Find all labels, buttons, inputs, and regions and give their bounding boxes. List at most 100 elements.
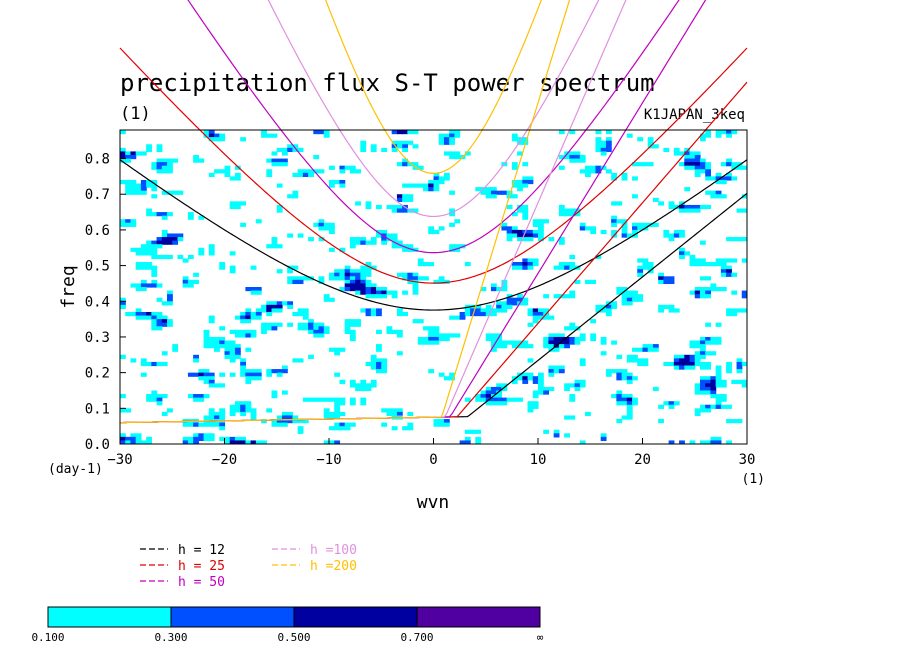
power-cell: [558, 240, 565, 245]
power-cell: [741, 237, 747, 242]
power-cell: [590, 226, 597, 231]
power-cell: [705, 379, 712, 384]
power-cell: [302, 276, 309, 281]
power-cell: [449, 315, 455, 320]
power-cell: [511, 137, 518, 142]
power-cell: [208, 137, 215, 142]
power-cell: [161, 237, 168, 242]
power-cell: [485, 386, 492, 392]
power-cell: [167, 190, 173, 195]
power-cell: [151, 251, 158, 256]
power-cell: [302, 308, 309, 313]
power-cell: [710, 376, 717, 381]
power-cell: [548, 369, 555, 374]
power-cell: [329, 426, 335, 431]
power-cell: [140, 372, 147, 377]
power-cell: [266, 158, 273, 163]
power-cell: [323, 130, 330, 135]
power-cell: [344, 322, 351, 327]
power-cell: [652, 197, 659, 202]
power-cell: [135, 287, 142, 292]
power-cell: [496, 386, 503, 392]
power-cell: [229, 411, 236, 417]
power-cell: [130, 179, 137, 185]
power-cell: [658, 201, 664, 206]
power-cell: [355, 276, 361, 281]
power-cell: [517, 376, 523, 381]
power-cell: [720, 379, 727, 384]
power-cell: [490, 333, 497, 338]
power-cell: [532, 401, 539, 406]
power-cell: [187, 422, 194, 427]
power-cell: [140, 251, 147, 256]
power-cell: [276, 322, 283, 327]
power-cell: [151, 194, 158, 199]
power-cell: [679, 254, 685, 260]
power-cell: [726, 265, 732, 270]
power-cell: [626, 354, 633, 359]
power-cell: [710, 287, 717, 292]
power-cell: [538, 386, 544, 392]
power-cell: [438, 133, 445, 138]
power-cell: [558, 237, 565, 242]
power-cell: [736, 162, 743, 167]
power-cell: [632, 194, 638, 199]
power-cell: [198, 158, 205, 163]
power-cell: [349, 401, 356, 406]
power-cell: [517, 179, 523, 185]
power-cell: [684, 365, 691, 370]
power-cell: [501, 222, 508, 227]
power-cell: [140, 190, 147, 195]
power-cell: [710, 283, 717, 288]
power-cell: [611, 304, 617, 310]
power-cell: [511, 229, 518, 235]
power-cell: [297, 147, 304, 153]
power-cell: [684, 187, 691, 192]
power-cell: [271, 133, 278, 138]
power-cell: [464, 397, 471, 402]
power-cell: [360, 283, 367, 288]
power-cell: [120, 179, 126, 185]
power-cell: [365, 272, 372, 277]
power-cell: [146, 179, 152, 185]
power-cell: [193, 358, 199, 363]
power-cell: [736, 379, 743, 384]
power-cell: [370, 283, 377, 288]
power-cell: [125, 408, 132, 413]
power-cell: [668, 404, 675, 409]
power-cell: [255, 376, 262, 381]
power-cell: [412, 208, 419, 213]
power-cell: [130, 311, 137, 317]
power-cell: [381, 358, 388, 363]
power-cell: [595, 130, 602, 135]
power-cell: [538, 237, 544, 242]
power-cell: [699, 336, 706, 342]
power-cell: [391, 411, 398, 417]
power-cell: [710, 436, 717, 442]
dispersion-curve-200-low: [119, 0, 571, 424]
power-cell: [506, 190, 513, 195]
power-cell: [240, 319, 246, 324]
power-cell: [391, 408, 398, 413]
power-cell: [156, 147, 163, 153]
power-cell: [281, 390, 288, 395]
power-cell: [585, 411, 591, 417]
power-cell: [699, 162, 706, 167]
power-cell: [156, 162, 163, 167]
power-cell: [522, 372, 529, 377]
power-cell: [538, 376, 544, 381]
power-cell: [365, 201, 372, 206]
power-cell: [229, 340, 236, 345]
power-cell: [637, 358, 644, 363]
power-cell: [323, 329, 330, 334]
power-cell: [391, 147, 398, 153]
power-cell: [407, 411, 414, 417]
power-cell: [381, 294, 388, 299]
power-cell: [156, 297, 163, 302]
power-cell: [490, 287, 497, 292]
power-cell: [130, 358, 137, 363]
power-cell: [731, 258, 738, 263]
power-cell: [349, 165, 356, 170]
power-cell: [699, 169, 706, 174]
